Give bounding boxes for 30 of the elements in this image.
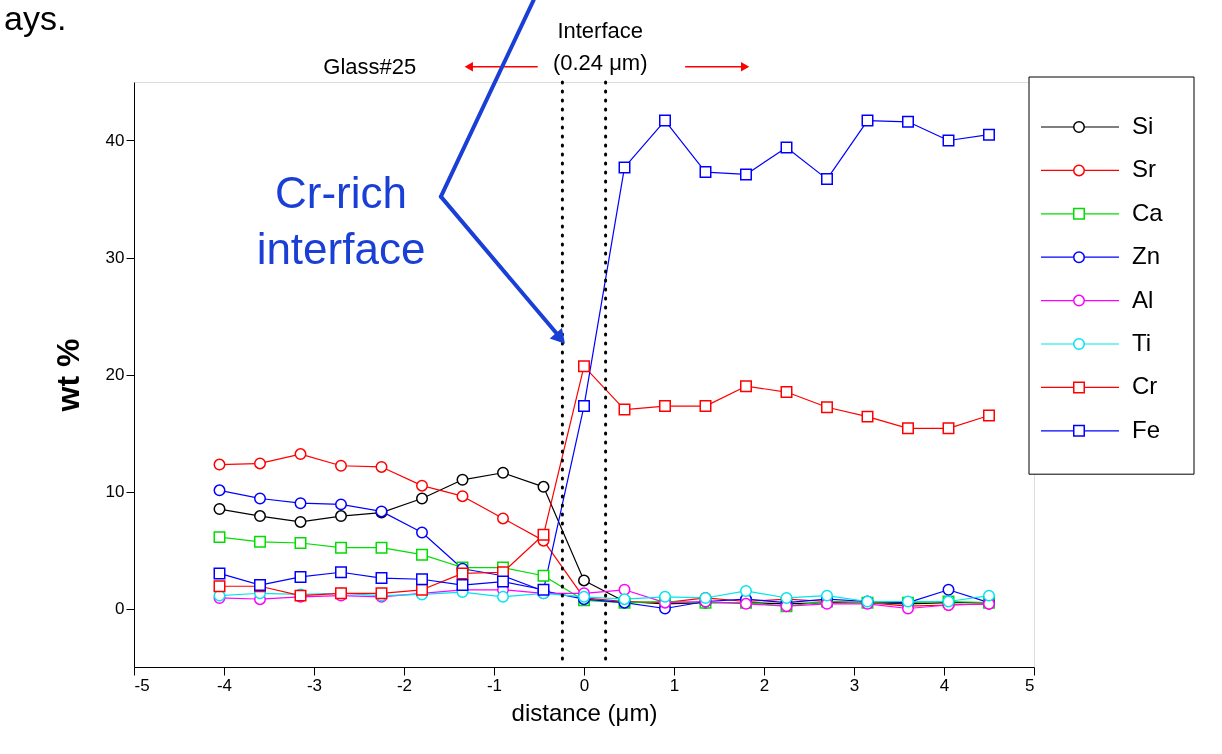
legend-label: Ca xyxy=(1132,198,1164,226)
annotation: Cr-rich interface xyxy=(256,168,426,274)
y-axis-title: wt % xyxy=(49,338,86,413)
x-tick-label: -1 xyxy=(486,675,503,695)
x-tick-label: 2 xyxy=(759,675,770,695)
x-tick-label: -2 xyxy=(396,675,413,695)
x-axis-title: distance (μm) xyxy=(511,698,658,726)
text: Interface (0.24 μm) xyxy=(552,17,648,75)
x-tick-label: 4 xyxy=(939,675,950,695)
y-tick-label: 0 xyxy=(115,599,125,618)
legend-label: Sr xyxy=(1132,155,1157,183)
legend-label: Fe xyxy=(1132,415,1161,443)
legend-label: Zn xyxy=(1132,242,1161,270)
x-tick-label: 1 xyxy=(669,675,680,695)
x-tick-label: 3 xyxy=(849,675,860,695)
x-tick-label: -5 xyxy=(134,675,150,695)
legend-label: Cr xyxy=(1132,372,1158,400)
y-tick-label: 10 xyxy=(105,482,125,501)
x-tick-label: 0 xyxy=(579,675,590,695)
text: Glass#25 xyxy=(323,53,417,79)
legend-label: Si xyxy=(1132,112,1154,139)
legend-label: Ti xyxy=(1132,329,1152,356)
legend-label: Al xyxy=(1132,285,1154,313)
y-tick-label: 40 xyxy=(105,131,125,150)
x-tick-label: -4 xyxy=(216,675,233,695)
text: ays. xyxy=(4,0,67,37)
x-tick-label: -3 xyxy=(306,675,323,695)
x-tick-label: 5 xyxy=(1025,675,1035,695)
y-tick-label: 20 xyxy=(105,365,125,384)
y-tick-label: 30 xyxy=(105,248,125,267)
